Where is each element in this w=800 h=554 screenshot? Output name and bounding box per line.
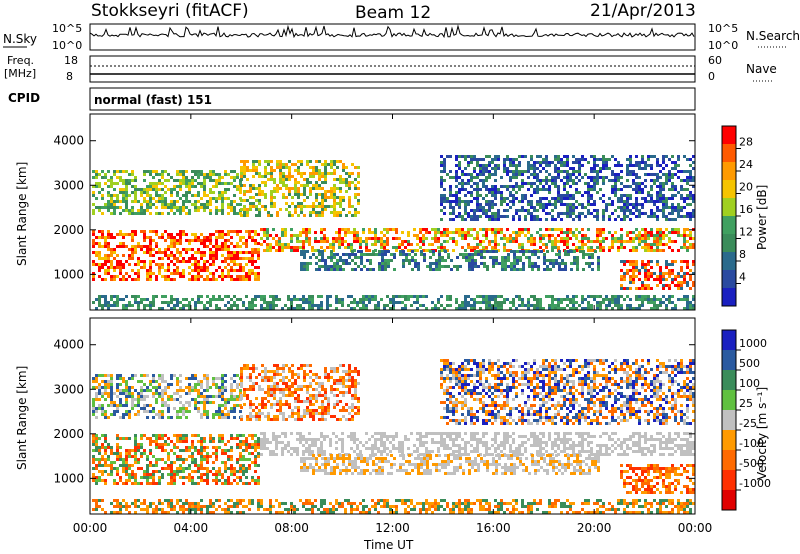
colorbar-tick-label: 500 bbox=[739, 357, 760, 370]
colorbar-swatch bbox=[722, 450, 736, 471]
range-tick-label: 1000 bbox=[53, 471, 84, 485]
colorbar-tick-label: -100 bbox=[739, 437, 764, 450]
colorbar-swatch bbox=[722, 252, 736, 271]
sky-right-tick-low: 10^0 bbox=[708, 39, 738, 52]
power-colorbar: 28 24 20 16 12 8 4 bbox=[721, 125, 753, 307]
sky-left-tick-low: 10^0 bbox=[52, 39, 82, 52]
range-tick-label: 2000 bbox=[53, 223, 84, 237]
cpid-value: normal (fast) 151 bbox=[94, 93, 212, 107]
power-heatmap bbox=[92, 155, 695, 310]
range-tick-label: 4000 bbox=[53, 338, 84, 352]
cpid-label: CPID bbox=[8, 91, 40, 105]
colorbar-swatch bbox=[722, 198, 736, 217]
time-tick-label: 08:00 bbox=[274, 521, 309, 535]
range-tick-label: 4000 bbox=[53, 134, 84, 148]
freq-tick-low: 8 bbox=[66, 70, 73, 83]
cpid-panel: CPID normal (fast) 151 bbox=[8, 87, 696, 111]
sky-right-tick-high: 10^5 bbox=[708, 22, 738, 35]
station-title: Stokkseyri (fitACF) bbox=[91, 1, 249, 21]
colorbar-swatch bbox=[722, 144, 736, 163]
colorbar-tick-label: 24 bbox=[739, 158, 753, 171]
colorbar-swatch bbox=[722, 288, 736, 307]
colorbar-tick-label: 20 bbox=[739, 181, 753, 194]
time-tick-label: 16:00 bbox=[476, 521, 511, 535]
sky-left-tick-high: 10^5 bbox=[52, 22, 82, 35]
power-ylabel: Slant Range [km] bbox=[15, 162, 29, 266]
date-title: 21/Apr/2013 bbox=[590, 1, 696, 21]
velocity-ylabel: Slant Range [km] bbox=[15, 366, 29, 470]
velocity-colorbar: 1000 500 100 25 -25 -100 -500 -1000 bbox=[721, 329, 771, 511]
colorbar-tick-label: 16 bbox=[739, 203, 753, 216]
freq-unit-label: [MHz] bbox=[4, 67, 36, 80]
velocity-colorbar-label: Velocity [m s⁻¹] bbox=[755, 387, 769, 480]
beam-title: Beam 12 bbox=[355, 3, 431, 23]
colorbar-swatch bbox=[722, 370, 736, 391]
nsearch-label: N.Search bbox=[746, 29, 800, 43]
colorbar-swatch bbox=[722, 180, 736, 199]
freq-label: Freq. bbox=[7, 54, 34, 67]
colorbar-tick-label: -1000 bbox=[739, 477, 771, 490]
time-tick-label: 00:00 bbox=[678, 521, 713, 535]
freq-tick-high: 18 bbox=[64, 54, 78, 67]
time-tick-label: 12:00 bbox=[375, 521, 410, 535]
colorbar-tick-label: 25 bbox=[739, 397, 753, 410]
colorbar-tick-label: 8 bbox=[739, 248, 746, 261]
velocity-panel: 1000 2000 3000 4000 Slant Range [km] 1000 50… bbox=[15, 317, 771, 515]
colorbar-tick-label: 12 bbox=[739, 226, 753, 239]
nave-tick-low: 0 bbox=[708, 70, 715, 83]
colorbar-swatch bbox=[722, 430, 736, 451]
nsky-label: N.Sky bbox=[3, 32, 37, 46]
nave-tick-high: 60 bbox=[708, 54, 722, 67]
range-tick-label: 1000 bbox=[53, 267, 84, 281]
colorbar-tick-label: -25 bbox=[739, 417, 757, 430]
colorbar-swatch bbox=[722, 350, 736, 371]
time-axis-label: Time UT bbox=[363, 538, 414, 552]
colorbar-swatch bbox=[722, 330, 736, 351]
colorbar-swatch bbox=[722, 270, 736, 289]
colorbar-swatch bbox=[722, 162, 736, 181]
colorbar-tick-label: -500 bbox=[739, 457, 764, 470]
range-tick-label: 3000 bbox=[53, 382, 84, 396]
colorbar-swatch bbox=[722, 410, 736, 431]
colorbar-tick-label: 28 bbox=[739, 136, 753, 149]
colorbar-swatch bbox=[722, 234, 736, 253]
velocity-heatmap bbox=[92, 359, 695, 514]
colorbar-swatch bbox=[722, 126, 736, 145]
range-tick-label: 2000 bbox=[53, 427, 84, 441]
colorbar-swatch bbox=[722, 216, 736, 235]
colorbar-tick-label: 100 bbox=[739, 377, 760, 390]
colorbar-tick-label: 1000 bbox=[739, 337, 767, 350]
time-tick-label: 20:00 bbox=[577, 521, 612, 535]
power-panel: 1000 2000 3000 4000 Slant Range [km] 28 24 20… bbox=[15, 113, 769, 311]
time-tick-label: 00:00 bbox=[73, 521, 108, 535]
colorbar-swatch bbox=[722, 390, 736, 411]
freq-panel: Freq. [MHz] 18 8 60 0 Nave bbox=[4, 54, 777, 83]
sky-trace bbox=[89, 24, 695, 40]
time-tick-label: 04:00 bbox=[174, 521, 209, 535]
colorbar-swatch bbox=[722, 470, 736, 491]
colorbar-tick-label: 4 bbox=[739, 271, 746, 284]
time-axis: 00:00 04:00 08:00 12:00 16:00 20:00 00:00 bbox=[73, 114, 713, 535]
nave-label: Nave bbox=[746, 62, 777, 76]
range-tick-label: 3000 bbox=[53, 178, 84, 192]
power-colorbar-label: Power [dB] bbox=[755, 185, 769, 250]
colorbar-swatch bbox=[722, 490, 736, 511]
sky-panel: N.Sky 10^5 10^0 10^5 10^0 N.Search bbox=[3, 22, 800, 52]
